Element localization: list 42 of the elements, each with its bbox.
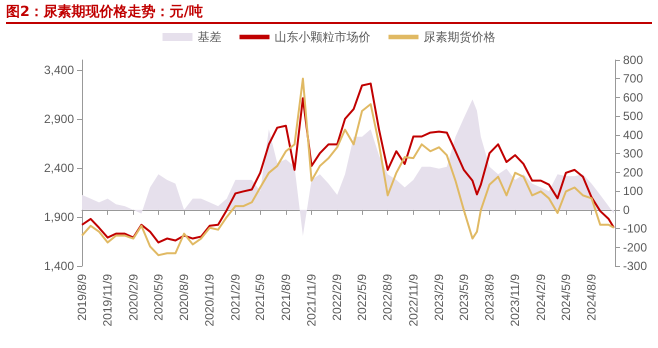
x-tick-label: 2020/5/9 bbox=[151, 274, 166, 321]
y-tick-label: 3,400 bbox=[44, 62, 74, 77]
x-tick-label: 2022/5/9 bbox=[355, 274, 370, 321]
x-tick-label: 2021/2/9 bbox=[228, 274, 242, 321]
y2-tick-label: 400 bbox=[623, 128, 644, 142]
y2-tick-label: 200 bbox=[623, 165, 644, 180]
legend-label: 山东小颗粒市场价 bbox=[274, 30, 370, 44]
y2-tick-label: 700 bbox=[623, 72, 644, 86]
y2-tick-label: 300 bbox=[623, 146, 644, 161]
x-tick-label: 2022/11/9 bbox=[406, 274, 420, 326]
x-tick-label: 2020/8/9 bbox=[177, 274, 192, 321]
y-tick-label: 1,900 bbox=[44, 210, 74, 224]
x-tick-label: 2023/8/9 bbox=[482, 274, 496, 321]
y2-tick-label: 0 bbox=[623, 202, 630, 217]
x-tick-label: 2024/2/9 bbox=[534, 274, 548, 321]
x-tick-label: 2021/11/9 bbox=[304, 274, 319, 326]
x-tick-label: 2022/2/9 bbox=[330, 274, 344, 321]
x-tick-label: 2023/11/9 bbox=[508, 274, 522, 326]
legend-label: 基差 bbox=[198, 30, 222, 44]
y2-tick-label: 800 bbox=[623, 53, 644, 67]
x-tick-label: 2021/8/9 bbox=[278, 274, 293, 321]
x-tick-label: 2019/8/9 bbox=[75, 274, 89, 321]
x-tick-label: 2024/8/9 bbox=[584, 274, 599, 321]
legend-label: 尿素期货价格 bbox=[424, 30, 496, 44]
y2-tick-label: 600 bbox=[623, 90, 644, 104]
x-tick-label: 2024/5/9 bbox=[558, 274, 573, 321]
y2-tick-label: -300 bbox=[623, 259, 648, 273]
x-tick-label: 2020/2/9 bbox=[126, 274, 140, 321]
chart-title: 图2：尿素期现价格走势：元/吨 bbox=[6, 2, 652, 24]
y2-tick-label: 500 bbox=[623, 109, 644, 124]
x-tick-label: 2020/11/9 bbox=[202, 274, 217, 326]
x-tick-label: 2022/8/9 bbox=[380, 274, 395, 321]
x-tick-label: 2021/5/9 bbox=[253, 274, 268, 321]
y-tick-label: 2,400 bbox=[44, 160, 74, 175]
x-tick-label: 2019/11/9 bbox=[100, 274, 115, 326]
x-tick-label: 2023/2/9 bbox=[432, 274, 446, 321]
x-tick-label: 2023/5/9 bbox=[456, 274, 471, 321]
y2-tick-label: 100 bbox=[623, 184, 644, 198]
y2-tick-label: -200 bbox=[623, 240, 648, 254]
y-tick-label: 2,900 bbox=[44, 112, 74, 126]
y2-tick-label: -100 bbox=[623, 222, 648, 236]
y-tick-label: 1,400 bbox=[44, 259, 74, 273]
